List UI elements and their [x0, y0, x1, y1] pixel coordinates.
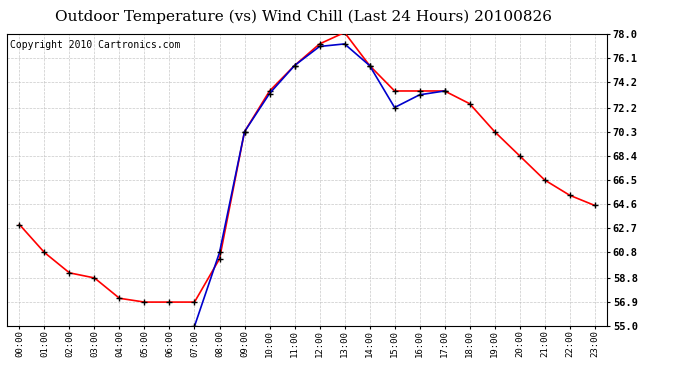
Text: Copyright 2010 Cartronics.com: Copyright 2010 Cartronics.com: [10, 40, 180, 50]
Text: Outdoor Temperature (vs) Wind Chill (Last 24 Hours) 20100826: Outdoor Temperature (vs) Wind Chill (Las…: [55, 9, 552, 24]
